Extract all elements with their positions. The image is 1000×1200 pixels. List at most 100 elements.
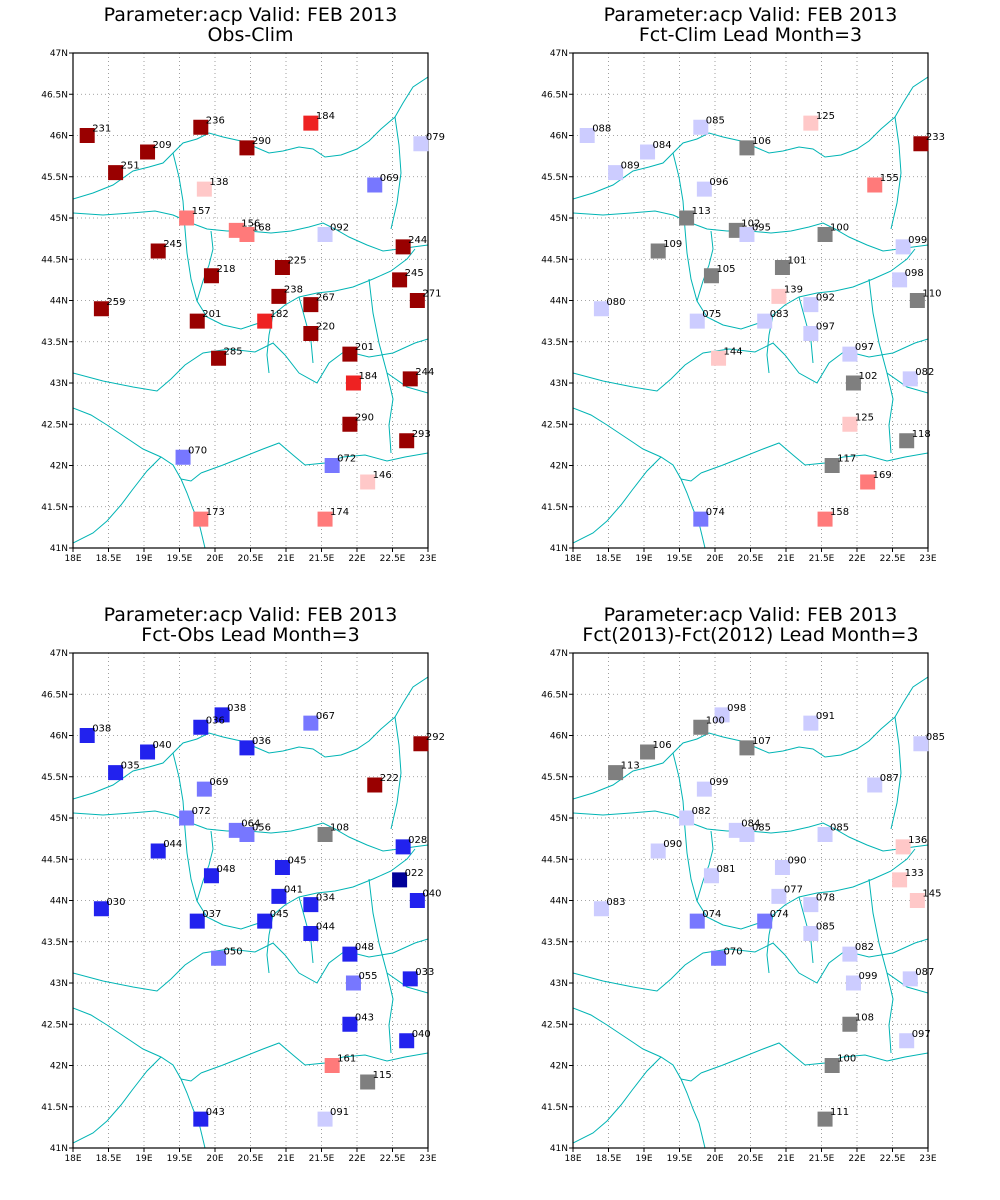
station-square <box>342 346 358 362</box>
station-square <box>179 210 195 226</box>
station-marker: 292 <box>413 732 445 752</box>
station-value-label: 085 <box>926 732 945 743</box>
station-square <box>739 227 755 242</box>
station-square <box>79 728 95 743</box>
station-square <box>693 511 709 527</box>
station-square <box>803 115 819 131</box>
lon-tick-label: 19E <box>635 554 652 564</box>
station-square <box>392 272 408 288</box>
station-marker: 244 <box>402 367 434 387</box>
station-value-label: 085 <box>816 922 835 933</box>
lat-tick-label: 45N <box>50 214 68 224</box>
station-square <box>303 115 319 131</box>
station-marker: 096 <box>696 177 728 197</box>
lon-tick-label: 22E <box>848 554 865 564</box>
lat-tick-label: 45.5N <box>41 173 68 183</box>
station-marker: 285 <box>211 346 243 366</box>
station-marker: 145 <box>909 889 941 908</box>
station-value-label: 201 <box>355 342 374 353</box>
station-marker: 105 <box>703 264 736 284</box>
station-square <box>392 872 408 888</box>
station-marker: 056 <box>239 823 271 842</box>
lat-tick-label: 41.5N <box>541 1103 568 1113</box>
station-square <box>367 177 383 193</box>
station-value-label: 087 <box>915 967 934 978</box>
station-square <box>640 144 656 160</box>
station-marker: 106 <box>739 136 771 156</box>
station-marker: 092 <box>317 223 349 242</box>
station-square <box>824 1058 840 1073</box>
station-square <box>239 827 255 842</box>
station-value-label: 259 <box>106 297 125 308</box>
station-value-label: 100 <box>830 223 849 234</box>
station-marker: 108 <box>842 1012 874 1032</box>
station-value-label: 085 <box>752 823 771 834</box>
station-value-label: 043 <box>355 1012 374 1023</box>
station-square <box>93 301 109 317</box>
station-value-label: 184 <box>358 371 377 382</box>
station-square <box>679 810 695 826</box>
station-marker: 169 <box>860 470 892 490</box>
station-square <box>409 893 425 908</box>
station-marker: 070 <box>175 445 207 465</box>
lat-tick-label: 44.5N <box>41 255 68 265</box>
lat-tick-label: 42.5N <box>41 420 68 430</box>
station-marker: 218 <box>203 264 236 284</box>
station-marker: 078 <box>803 893 835 913</box>
lon-tick-label: 18.5E <box>596 554 622 564</box>
station-square <box>703 268 719 284</box>
station-square <box>696 781 712 797</box>
station-value-label: 292 <box>426 732 445 743</box>
station-square <box>803 926 819 941</box>
station-value-label: 238 <box>284 284 303 295</box>
station-marker: 111 <box>817 1107 849 1127</box>
station-square <box>650 243 666 259</box>
lat-tick-label: 41N <box>50 1144 68 1154</box>
station-value-label: 092 <box>816 293 835 304</box>
station-square <box>193 1111 209 1127</box>
station-value-label: 113 <box>692 206 711 217</box>
station-value-label: 030 <box>106 897 125 908</box>
station-square <box>79 128 95 143</box>
station-marker: 245 <box>150 239 182 259</box>
station-square <box>271 888 287 904</box>
lat-tick-label: 44.5N <box>541 855 568 865</box>
lon-tick-label: 21.5E <box>309 1154 335 1164</box>
station-value-label: 048 <box>216 864 235 875</box>
station-marker: 168 <box>239 223 271 242</box>
station-value-label: 069 <box>209 777 228 788</box>
lat-tick-label: 46N <box>550 132 568 142</box>
station-value-label: 085 <box>830 823 849 834</box>
station-square <box>771 288 787 304</box>
station-value-label: 090 <box>787 856 806 867</box>
station-square <box>803 897 819 913</box>
station-marker: 028 <box>395 835 427 855</box>
station-value-label: 040 <box>412 1029 431 1040</box>
station-value-label: 080 <box>606 297 625 308</box>
station-value-label: 022 <box>405 868 424 879</box>
station-value-label: 036 <box>252 736 271 747</box>
station-square <box>211 950 227 966</box>
station-marker: 251 <box>108 161 140 181</box>
station-value-label: 040 <box>422 889 441 900</box>
station-marker: 271 <box>409 289 441 308</box>
station-square <box>274 860 290 875</box>
station-marker: 245 <box>392 268 424 288</box>
lat-tick-label: 44.5N <box>41 855 68 865</box>
station-marker: 082 <box>679 806 711 826</box>
station-marker: 099 <box>696 777 728 797</box>
lat-tick-label: 41.5N <box>541 503 568 513</box>
station-square <box>579 128 595 143</box>
station-marker: 072 <box>179 806 211 826</box>
station-square <box>257 913 273 929</box>
station-marker: 222 <box>367 773 399 793</box>
station-value-label: 098 <box>905 268 924 279</box>
station-marker: 095 <box>739 223 771 242</box>
station-square <box>845 375 861 391</box>
lat-tick-label: 46N <box>50 132 68 142</box>
station-marker: 099 <box>845 971 878 991</box>
station-value-label: 085 <box>706 115 725 126</box>
lon-tick-label: 23E <box>919 1154 936 1164</box>
station-value-label: 109 <box>663 239 682 250</box>
